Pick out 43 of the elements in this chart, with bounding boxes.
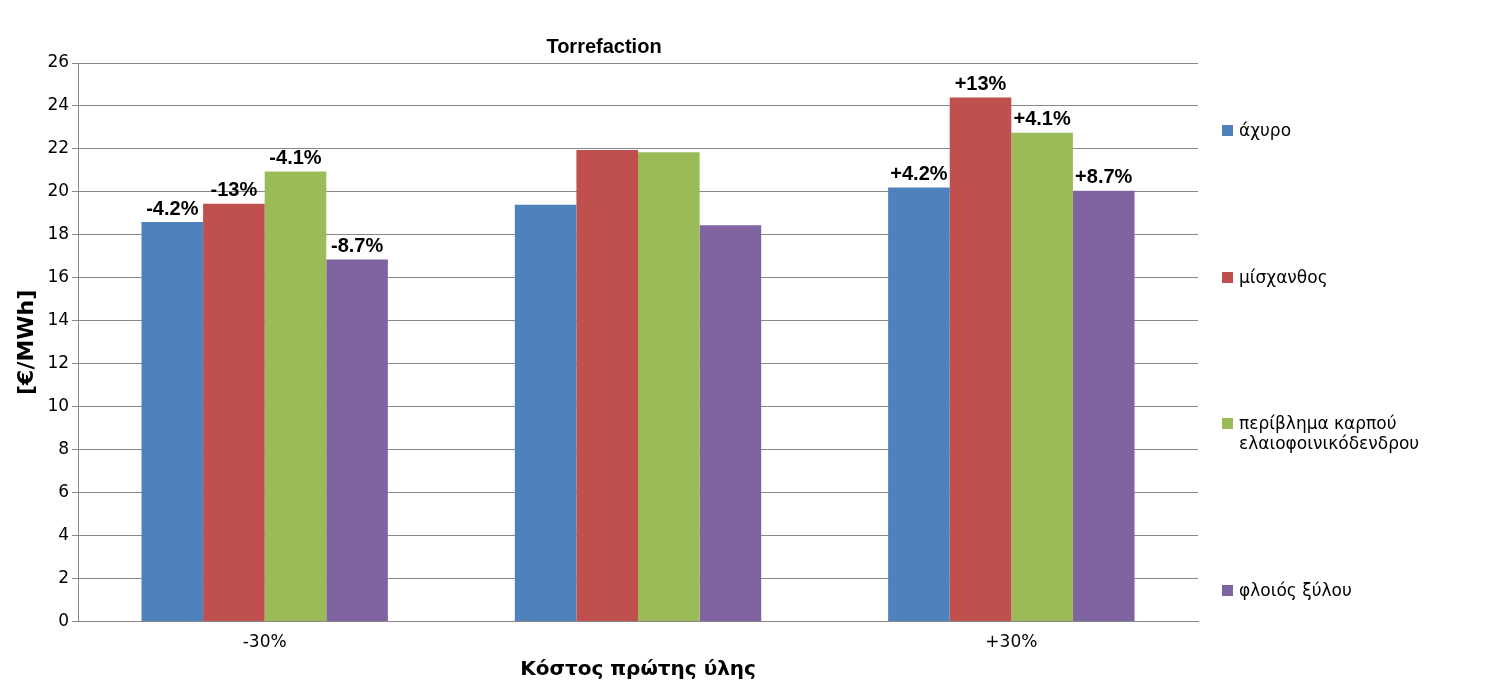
y-tick-label: 6 xyxy=(58,481,70,502)
legend-label: άχυρο xyxy=(1239,120,1292,140)
y-tick-label: 8 xyxy=(58,438,70,459)
chart-title: Torrefaction xyxy=(546,34,662,57)
y-tick-label: 18 xyxy=(47,223,70,244)
bar xyxy=(699,225,762,622)
legend-label: μίσχανθος xyxy=(1239,266,1328,287)
y-tick-label: 16 xyxy=(47,266,70,287)
y-tick-label: 10 xyxy=(47,395,70,416)
y-tick-label: 20 xyxy=(47,180,70,201)
bar xyxy=(203,203,265,622)
bar xyxy=(638,152,700,622)
bar xyxy=(141,221,204,622)
y-tick-label: 0 xyxy=(58,610,70,631)
x-tick-label: -30% xyxy=(242,631,287,652)
bar xyxy=(576,150,639,622)
y-tick-label: 26 xyxy=(47,51,70,72)
x-tick-label: +30% xyxy=(985,631,1038,652)
annotation: -13% xyxy=(210,178,258,201)
legend-label: φλοιός ξύλου xyxy=(1239,579,1352,600)
annotation: +4.2% xyxy=(890,162,948,185)
bar xyxy=(1011,132,1073,622)
annotation: -4.1% xyxy=(269,146,322,169)
legend-label: περίβλημα καρπού ελαιοφοινικόδενδρου xyxy=(1239,413,1421,454)
y-axis-title: [€/MWh] xyxy=(12,289,38,395)
y-tick-label: 2 xyxy=(58,567,70,588)
annotation: -4.2% xyxy=(146,196,199,219)
bar xyxy=(326,259,388,622)
annotation: +8.7% xyxy=(1075,165,1133,188)
annotation: -8.7% xyxy=(330,234,384,257)
annotation: +4.1% xyxy=(1013,107,1071,130)
x-axis-title: Κόστος πρώτης ύλης xyxy=(520,656,756,681)
bar xyxy=(949,97,1012,622)
bar xyxy=(888,187,950,622)
bar xyxy=(1072,190,1135,622)
y-tick-label: 22 xyxy=(47,137,70,158)
annotation: +13% xyxy=(954,71,1007,94)
bar xyxy=(264,171,327,622)
y-tick-label: 4 xyxy=(58,524,70,545)
bar xyxy=(514,204,577,622)
y-tick-label: 12 xyxy=(47,352,70,373)
y-tick-label: 14 xyxy=(47,309,70,330)
y-tick-label: 24 xyxy=(47,94,70,115)
